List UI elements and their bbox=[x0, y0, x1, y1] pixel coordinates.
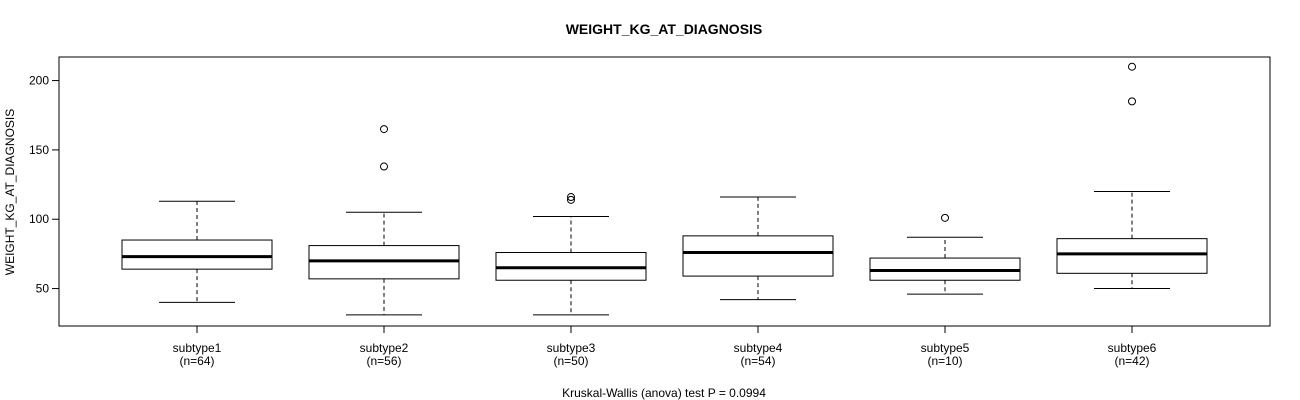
y-tick-label: 50 bbox=[36, 282, 50, 296]
outlier-point bbox=[380, 162, 388, 171]
box-group-subtype5: subtype5(n=10) bbox=[869, 213, 1021, 368]
test-footnote: Kruskal-Wallis (anova) test P = 0.0994 bbox=[562, 386, 766, 400]
sample-size-label: (n=64) bbox=[179, 354, 214, 368]
outlier-point bbox=[1128, 97, 1136, 106]
x-tick-label: subtype4 bbox=[734, 341, 783, 355]
box-groups: subtype1(n=64)subtype2(n=56)subtype3(n=5… bbox=[121, 62, 1208, 368]
sample-size-label: (n=56) bbox=[366, 354, 401, 368]
x-tick-label: subtype1 bbox=[173, 341, 222, 355]
outlier-point bbox=[941, 213, 949, 222]
iqr-box bbox=[121, 239, 273, 270]
box-group-subtype6: subtype6(n=42) bbox=[1056, 62, 1208, 368]
y-tick-label: 150 bbox=[29, 143, 49, 157]
sample-size-label: (n=54) bbox=[740, 354, 775, 368]
iqr-box bbox=[1056, 238, 1208, 274]
outlier-point bbox=[380, 125, 388, 134]
outlier-point bbox=[1128, 62, 1136, 71]
box-group-subtype2: subtype2(n=56) bbox=[308, 125, 460, 368]
x-tick-label: subtype2 bbox=[360, 341, 409, 355]
sample-size-label: (n=42) bbox=[1114, 354, 1149, 368]
box-group-subtype4: subtype4(n=54) bbox=[682, 196, 834, 368]
sample-size-label: (n=50) bbox=[553, 354, 588, 368]
outlier-point bbox=[567, 193, 575, 202]
y-axis: 50 100 150 200 bbox=[29, 74, 60, 296]
x-tick-label: subtype6 bbox=[1108, 341, 1157, 355]
iqr-box bbox=[682, 235, 834, 277]
y-axis-label: WEIGHT_KG_AT_DIAGNOSIS bbox=[3, 109, 17, 275]
outlier-point bbox=[567, 195, 575, 204]
box-group-subtype3: subtype3(n=50) bbox=[495, 193, 647, 368]
x-tick-label: subtype5 bbox=[921, 341, 970, 355]
x-tick-label: subtype3 bbox=[547, 341, 596, 355]
sample-size-label: (n=10) bbox=[927, 354, 962, 368]
y-tick-label: 100 bbox=[29, 212, 49, 226]
plot-frame bbox=[58, 56, 1271, 327]
box-group-subtype1: subtype1(n=64) bbox=[121, 200, 273, 368]
chart-title: WEIGHT_KG_AT_DIAGNOSIS bbox=[566, 21, 763, 37]
y-tick-label: 200 bbox=[29, 74, 49, 88]
